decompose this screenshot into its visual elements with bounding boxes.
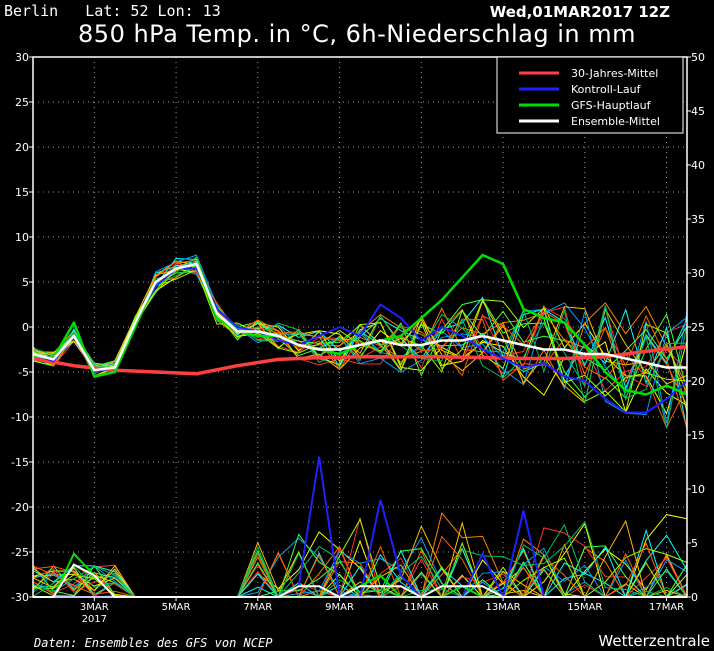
- y-left-tick-label: -20: [11, 501, 29, 514]
- y-left-tick-label: 5: [22, 276, 29, 289]
- 30-jahres-mittel-temp-line: [32, 345, 688, 376]
- ensemble-members: [32, 254, 688, 599]
- y-left-tick-label: 30: [15, 51, 29, 64]
- legend-label-gfs-hauptlauf: GFS-Hauptlauf: [571, 99, 652, 112]
- y-left-tick-label: 10: [15, 231, 29, 244]
- y-right-tick-label: 5: [691, 537, 698, 550]
- x-year-label: 2017: [82, 614, 107, 625]
- y-left-tick-label: -10: [11, 411, 29, 424]
- legend-label-30-jahres-mittel: 30-Jahres-Mittel: [571, 67, 658, 80]
- brand-label: Wetterzentrale: [598, 632, 710, 650]
- y-right-tick-label: 15: [691, 429, 705, 442]
- legend-label-kontroll-lauf: Kontroll-Lauf: [571, 83, 642, 96]
- y-left-tick-label: -5: [18, 366, 29, 379]
- series-lines: [32, 253, 688, 601]
- axes: 302520151050-5-10-15-20-25-3050454035302…: [11, 51, 705, 625]
- data-source-label: Daten: Ensembles des GFS von NCEP: [34, 636, 273, 650]
- y-right-tick-label: 30: [691, 267, 705, 280]
- y-right-tick-label: 10: [691, 483, 705, 496]
- x-tick-label: 13MAR: [485, 602, 520, 613]
- x-tick-label: 7MAR: [243, 602, 272, 613]
- chart-title: 850 hPa Temp. in °C, 6h-Niederschlag in …: [78, 20, 636, 48]
- x-tick-label: 9MAR: [325, 602, 354, 613]
- y-left-tick-label: 15: [15, 186, 29, 199]
- y-right-tick-label: 45: [691, 105, 705, 118]
- run-date-label: Wed,01MAR2017 12Z: [489, 3, 670, 21]
- kontroll-lauf-precip-line: [33, 456, 687, 601]
- y-right-tick-label: 0: [691, 591, 698, 604]
- y-left-tick-label: -25: [11, 546, 29, 559]
- legend-label-ensemble-mittel: Ensemble-Mittel: [571, 115, 660, 128]
- x-tick-label: 3MAR: [80, 602, 109, 613]
- ensemble-temp-line: [32, 256, 688, 429]
- legend: 30-Jahres-Mittel Kontroll-Lauf GFS-Hauptla…: [496, 56, 684, 134]
- y-left-tick-label: 20: [15, 141, 29, 154]
- y-right-tick-label: 25: [691, 321, 705, 334]
- y-left-tick-label: 0: [22, 321, 29, 334]
- location-label: Berlin Lat: 52 Lon: 13: [4, 2, 221, 20]
- y-right-tick-label: 20: [691, 375, 705, 388]
- y-right-tick-label: 40: [691, 159, 705, 172]
- y-left-tick-label: -30: [11, 591, 29, 604]
- y-left-tick-label: -15: [11, 456, 29, 469]
- x-tick-label: 5MAR: [162, 602, 191, 613]
- y-left-tick-label: 25: [15, 96, 29, 109]
- y-right-tick-label: 50: [691, 51, 705, 64]
- x-tick-label: 17MAR: [649, 602, 684, 613]
- y-right-tick-label: 35: [691, 213, 705, 226]
- ensemble-temp-line: [32, 264, 688, 415]
- ensemble-mittel-temp-line: [32, 262, 687, 372]
- ensemble-temp-line: [32, 262, 688, 385]
- x-tick-label: 15MAR: [567, 602, 602, 613]
- x-tick-label: 11MAR: [404, 602, 439, 613]
